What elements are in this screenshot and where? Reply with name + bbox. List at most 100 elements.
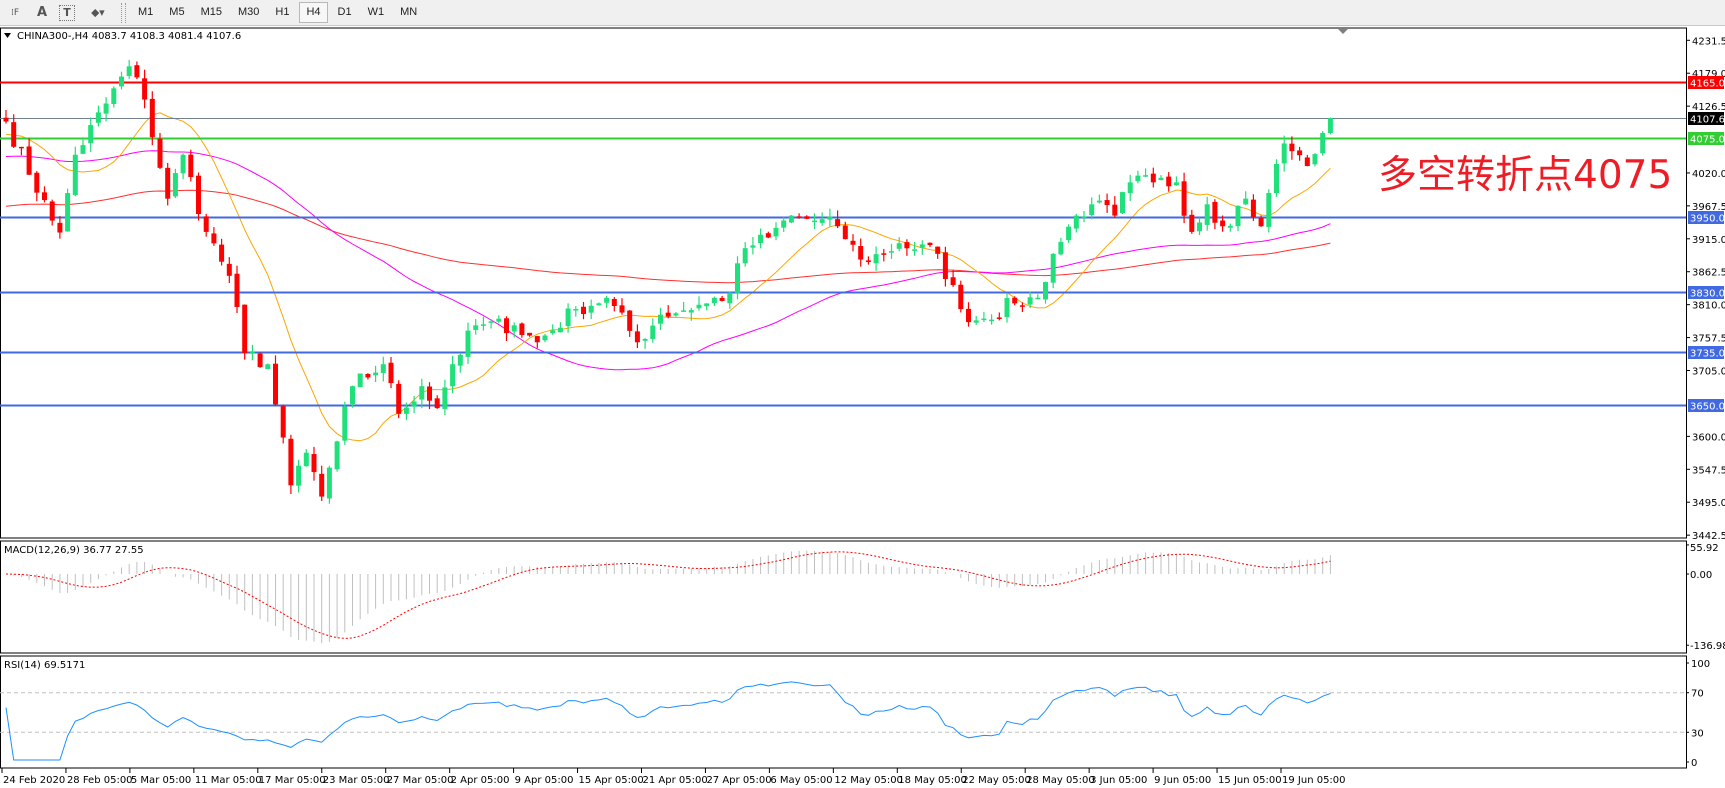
candle-body	[542, 335, 548, 341]
candle	[673, 311, 679, 317]
candle-body	[596, 303, 602, 306]
candle	[1073, 213, 1079, 233]
candle-body	[935, 246, 941, 254]
candle	[1150, 167, 1156, 188]
candle	[1181, 172, 1187, 224]
candle	[788, 215, 794, 224]
candle	[411, 395, 417, 414]
candle-body	[319, 473, 325, 497]
candle	[149, 91, 155, 146]
candle-body	[196, 175, 201, 215]
grid-fibo-icon[interactable]: ⁞F	[10, 7, 20, 18]
timeframe-d1-button[interactable]: D1	[337, 6, 352, 18]
candle-body	[3, 117, 9, 122]
candle	[257, 352, 263, 368]
candle-body	[1212, 201, 1218, 223]
collapse-triangle-icon[interactable]	[4, 33, 11, 38]
candle	[1281, 135, 1287, 172]
timeframe-w1-button[interactable]: W1	[367, 6, 385, 18]
timeframe-m30-button[interactable]: M30	[237, 6, 260, 18]
candle	[1297, 146, 1303, 161]
candle	[1274, 159, 1279, 197]
timeframe-m5-button[interactable]: M5	[169, 6, 185, 18]
time-tick-label: 2 Apr 05:00	[451, 775, 510, 786]
candle	[88, 117, 94, 152]
candle-body	[311, 454, 317, 473]
candle	[534, 335, 540, 349]
candle	[188, 149, 194, 182]
candle-body	[496, 318, 502, 322]
candle-body	[1266, 193, 1272, 227]
price-tick-label: 3705.0	[1692, 367, 1725, 378]
candle-body	[696, 304, 702, 309]
candle	[1019, 302, 1025, 313]
candle	[1258, 215, 1264, 227]
candle-body	[942, 252, 948, 280]
candle	[719, 295, 725, 302]
timeframe-h4-button[interactable]: H4	[299, 2, 328, 23]
candle	[49, 199, 55, 226]
candle	[3, 110, 9, 124]
candle-body	[588, 305, 594, 313]
timeframe-m1-button[interactable]: M1	[138, 6, 154, 18]
toolbar-separator	[121, 2, 126, 23]
candle-body	[265, 364, 271, 370]
rsi-tick-label: 70	[1691, 689, 1704, 700]
candle	[742, 242, 748, 267]
candle-body	[1181, 181, 1187, 216]
macd-pane	[0, 540, 1687, 654]
text-icon[interactable]: A	[36, 5, 48, 20]
candle-body	[473, 325, 479, 330]
timeframe-m15-button[interactable]: M15	[200, 6, 222, 18]
macd-label: MACD(12,26,9) 36.77 27.55	[4, 545, 144, 556]
candle	[311, 446, 317, 481]
candle	[388, 356, 394, 389]
candle-body	[919, 244, 925, 248]
candle-body	[103, 103, 109, 114]
candle	[527, 332, 533, 337]
price-tick-label: 3495.0	[1692, 498, 1725, 509]
shapes-icon[interactable]: ⬥▾	[91, 5, 105, 19]
candle	[373, 365, 379, 383]
candle	[319, 465, 325, 502]
timeframe-h1-button[interactable]: H1	[275, 6, 290, 18]
candle-body	[865, 260, 871, 262]
candle-body	[634, 331, 640, 343]
timeframe-mn-button[interactable]: MN	[400, 6, 418, 18]
candle-body	[534, 336, 540, 343]
candle-body	[142, 78, 148, 100]
candle-body	[296, 465, 302, 486]
time-tick-label: 27 Mar 05:00	[387, 775, 454, 786]
text-label-icon[interactable]: T	[59, 4, 75, 21]
time-tick-label: 6 May 05:00	[770, 775, 832, 786]
candle	[1112, 196, 1118, 219]
candle	[1227, 223, 1233, 232]
candle-body	[1127, 182, 1133, 194]
candle-body	[326, 467, 332, 499]
candle	[873, 246, 879, 271]
candle	[442, 379, 448, 416]
candle	[1135, 170, 1141, 184]
candle	[1127, 174, 1133, 201]
candle	[581, 301, 586, 320]
candle	[203, 213, 209, 237]
time-tick-label: 12 May 05:00	[834, 775, 903, 786]
candle-body	[1312, 154, 1318, 165]
candle-body	[403, 407, 409, 414]
candle	[1266, 189, 1272, 233]
candle	[1320, 131, 1326, 156]
candle	[57, 216, 63, 239]
candle-body	[904, 242, 910, 249]
candle-body	[1035, 297, 1041, 300]
candle	[812, 213, 817, 229]
candle	[711, 296, 717, 306]
chart-shift-marker[interactable]	[1338, 29, 1348, 34]
candle-body	[927, 242, 933, 246]
candle-body	[273, 363, 278, 405]
candle-body	[1135, 175, 1141, 182]
candle	[634, 324, 640, 349]
price-tick-label: 3442.5	[1692, 531, 1725, 542]
annotation-text[interactable]: 多空转折点4075	[1378, 153, 1672, 198]
candle	[434, 395, 440, 409]
